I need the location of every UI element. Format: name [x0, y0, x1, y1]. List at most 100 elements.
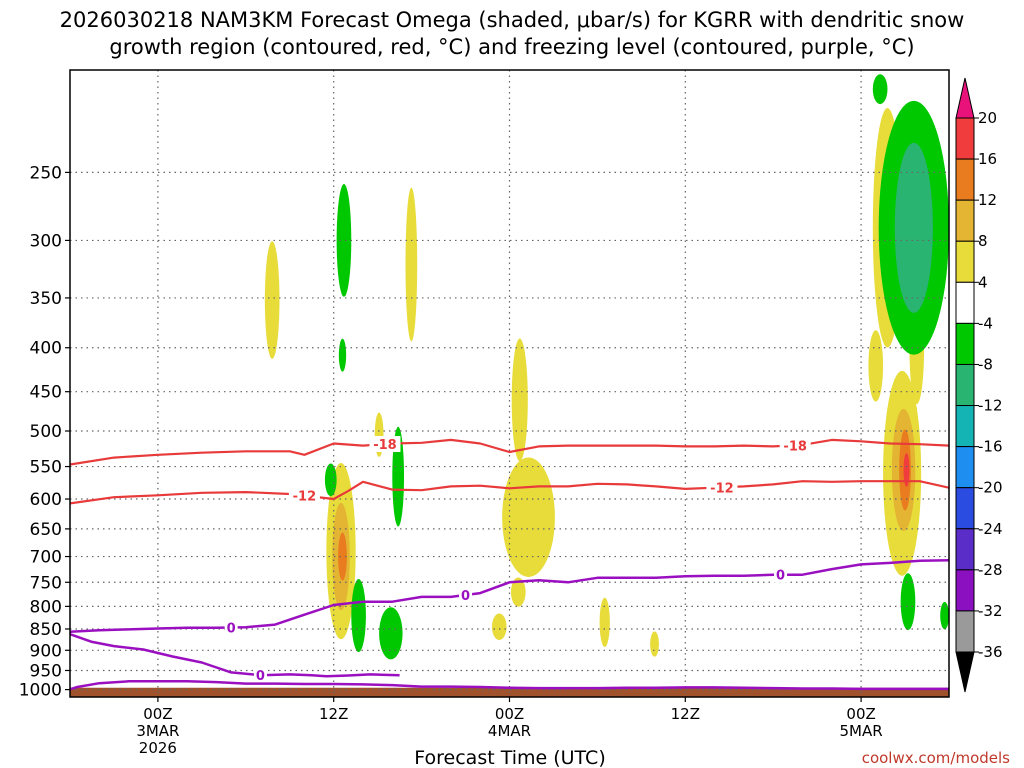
omega-blob-29	[872, 74, 888, 105]
colorbar-bottom-arrow	[955, 651, 975, 693]
y-tick-label-500: 500	[30, 422, 62, 442]
y-tick-label-950: 950	[30, 661, 62, 681]
colorbar-label-1: 16	[978, 150, 997, 168]
y-tick-label-400: 400	[30, 339, 62, 359]
colorbar-label-12: -32	[978, 602, 1003, 620]
contour-label-bg-freezing_0-1	[459, 586, 473, 603]
omega-blob-4	[511, 338, 528, 462]
omega-blob-24	[903, 453, 910, 487]
colorbar-segment-6	[955, 363, 975, 407]
contour-label-bg-freezing_0-0	[224, 619, 238, 636]
contour-label-dgz_minus12-0: -12	[293, 490, 317, 505]
colorbar-label-11: -28	[978, 561, 1003, 579]
contour-freezing_low	[70, 633, 400, 678]
omega-blob-27	[900, 573, 916, 631]
chart-title-line1: 2026030218 NAM3KM Forecast Omega (shaded…	[60, 8, 965, 32]
contour-freezing_0	[70, 559, 949, 634]
credit-text: coolwx.com/models	[862, 749, 1010, 767]
colorbar-segment-3	[955, 240, 975, 283]
colorbar-segment-12	[955, 610, 975, 653]
colorbar-label-0: 20	[978, 109, 997, 127]
omega-blob-1	[336, 184, 352, 297]
contour-label-bg-freezing_0-2	[774, 566, 788, 583]
colorbar-label-13: -36	[978, 643, 1003, 661]
contour-label-dgz_minus12-1: -12	[710, 481, 734, 496]
y-axis: 2503003504004505005506006507007508008509…	[19, 163, 70, 701]
omega-blob-16	[599, 597, 610, 647]
contour-label-bg-dgz_minus12-1	[706, 479, 738, 496]
omega-blob-9	[338, 532, 347, 581]
colorbar-label-2: 12	[978, 191, 997, 209]
contour-dgz_minus12	[70, 480, 949, 505]
omega-blob-17	[650, 631, 659, 657]
contour-label-freezing_0-2: 0	[776, 569, 785, 584]
contour-freezing_surface	[70, 680, 949, 691]
y-tick-label-250: 250	[30, 163, 62, 183]
colorbar-segment-7	[955, 405, 975, 448]
y-tick-label-300: 300	[30, 231, 62, 251]
contour-label-dgz_minus18-1: -18	[783, 439, 807, 454]
y-tick-label-550: 550	[30, 458, 62, 478]
omega-blob-13	[379, 607, 403, 660]
y-tick-label-700: 700	[30, 548, 62, 568]
x-axis-label: Forecast Time (UTC)	[414, 747, 605, 768]
colorbar-segment-8	[955, 446, 975, 489]
y-tick-label-600: 600	[30, 490, 62, 510]
chart-title-line2: growth region (contoured, red, °C) and f…	[109, 35, 914, 59]
colorbar-segment-2	[955, 199, 975, 242]
x-tick-sub2-6: 2026	[139, 739, 177, 757]
contour-lines: -18 -18 -12 -12 0 0 0 0	[70, 436, 949, 691]
omega-blob-19	[868, 330, 884, 402]
omega-blob-3	[405, 187, 418, 342]
omega-blob-0	[264, 241, 280, 359]
colorbar-segment-0	[955, 117, 975, 160]
omega-blob-6	[510, 577, 526, 607]
x-tick-label-42: 12Z	[671, 705, 700, 723]
x-tick-sub1-6: 3MAR	[136, 722, 179, 740]
omega-blob-28	[940, 601, 949, 630]
colorbar-label-10: -24	[978, 520, 1003, 538]
contour-label-freezing_0-0: 0	[227, 621, 236, 636]
omega-blob-2	[338, 338, 347, 372]
omega-blob-5	[502, 457, 555, 577]
colorbar-segment-1	[955, 158, 975, 201]
y-tick-label-750: 750	[30, 573, 62, 593]
y-tick-label-350: 350	[30, 289, 62, 309]
contour-label-dgz_minus18-0: -18	[373, 438, 397, 453]
contour-label-bg-dgz_minus18-0	[369, 436, 401, 453]
colorbar: 20 16 12 8 4 -4 -8 -12 -16 -20 -24 -28 -32 -36	[955, 77, 1003, 693]
x-tick-sub1-30: 4MAR	[488, 722, 531, 740]
colorbar-top-arrow	[955, 77, 975, 119]
omega-shading	[264, 74, 949, 660]
colorbar-label-9: -20	[978, 479, 1003, 497]
y-tick-label-1000: 1000	[19, 681, 62, 701]
omega-blob-15	[491, 613, 507, 641]
y-tick-label-900: 900	[30, 641, 62, 661]
y-tick-label-800: 800	[30, 597, 62, 617]
colorbar-segment-4	[955, 281, 975, 324]
x-tick-sub1-54: 5MAR	[840, 722, 883, 740]
x-tick-label-54: 00Z	[846, 705, 875, 723]
contour-dgz_minus18	[70, 438, 949, 466]
colorbar-label-6: -8	[978, 355, 993, 373]
colorbar-label-3: 8	[978, 232, 988, 250]
colorbar-segment-10	[955, 528, 975, 571]
omega-blob-26	[894, 142, 933, 313]
colorbar-segment-5	[955, 322, 975, 365]
x-tick-label-18: 12Z	[319, 705, 348, 723]
x-tick-label-30: 00Z	[495, 705, 524, 723]
contour-label-bg-dgz_minus18-1	[779, 437, 811, 454]
colorbar-segment-11	[955, 569, 975, 612]
y-tick-label-850: 850	[30, 620, 62, 640]
grid-lines	[70, 70, 949, 697]
contour-label-bg-freezing_low-0	[253, 667, 267, 684]
y-tick-label-650: 650	[30, 520, 62, 540]
x-tick-label-6: 00Z	[143, 705, 172, 723]
colorbar-segment-9	[955, 487, 975, 530]
omega-blob-10	[324, 463, 337, 497]
contour-label-freezing_low-0: 0	[256, 669, 265, 684]
colorbar-label-5: -4	[978, 314, 993, 332]
colorbar-label-4: 4	[978, 273, 988, 291]
y-tick-label-450: 450	[30, 383, 62, 403]
